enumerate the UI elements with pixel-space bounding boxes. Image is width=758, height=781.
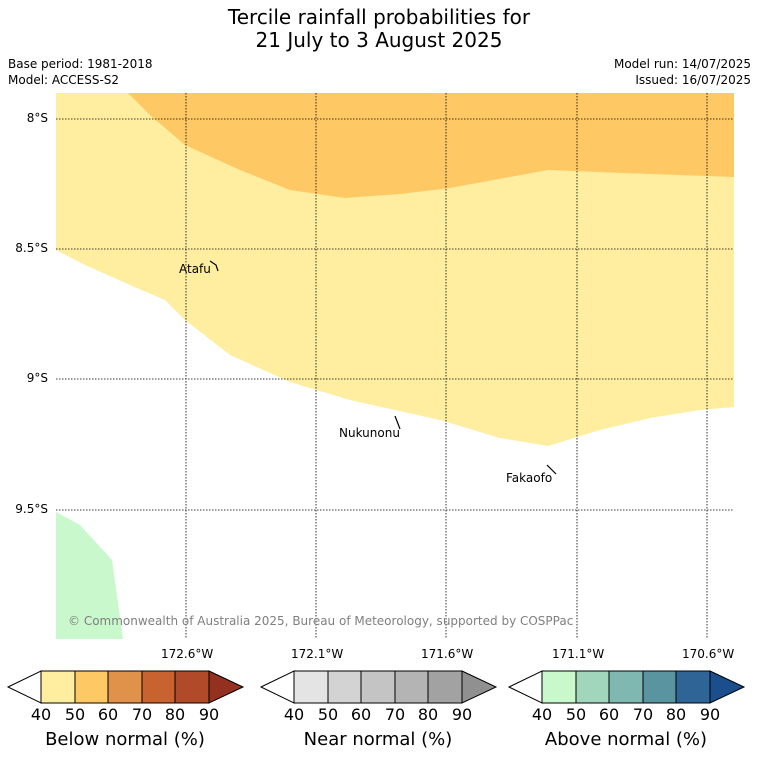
near-tick-70: 70: [384, 705, 406, 724]
colorbar-above-normal: [507, 670, 746, 704]
atafu-coastline: [209, 260, 219, 272]
colorbar-above-over-90: [709, 670, 746, 704]
colorbar-near-80-90: [427, 670, 463, 704]
below-tick-60: 60: [97, 705, 119, 724]
issued-date: Issued: 16/07/2025: [635, 73, 751, 87]
colorbar-below-70-80: [141, 670, 176, 704]
colorbar-above-60-70: [608, 670, 644, 704]
colorbar-above-under-40: [507, 670, 543, 704]
lat-label-8-5s: 8.5°S: [15, 241, 48, 255]
base-period: Base period: 1981-2018: [8, 57, 153, 71]
above-tick-90: 90: [699, 705, 721, 724]
colorbar-title-near: Near normal (%): [303, 729, 453, 750]
below-tick-40: 40: [30, 705, 52, 724]
near-tick-40: 40: [283, 705, 305, 724]
colorbar-above-40-50: [541, 670, 577, 704]
colorbar-below-normal: [6, 670, 245, 704]
lon-label-171-1w: 171.1°W: [552, 647, 605, 661]
map-title-line2: 21 July to 3 August 2025: [255, 28, 503, 52]
copyright-notice: © Commonwealth of Australia 2025, Bureau…: [68, 614, 574, 628]
nukunonu-coastline: [394, 415, 401, 430]
lon-label-172-1w: 172.1°W: [291, 647, 344, 661]
above-tick-50: 50: [565, 705, 587, 724]
colorbar-below-50-60: [74, 670, 109, 704]
colorbar-below-under-40: [6, 670, 42, 704]
above-tick-70: 70: [632, 705, 654, 724]
colorbar-near-60-70: [360, 670, 396, 704]
colorbar-near-normal: [259, 670, 498, 704]
colorbar-below-40-50: [40, 670, 76, 704]
colorbar-near-over-90: [461, 670, 498, 704]
above-normal-40-50-region: [56, 512, 123, 639]
colorbar-below-80-90: [174, 670, 210, 704]
colorbar-below-60-70: [107, 670, 143, 704]
colorbar-title-below: Below normal (%): [45, 729, 205, 750]
colorbar-near-40-50: [293, 670, 329, 704]
colorbar-title-above: Above normal (%): [544, 729, 708, 750]
above-tick-40: 40: [531, 705, 553, 724]
lat-label-9s: 9°S: [26, 371, 48, 385]
near-tick-60: 60: [350, 705, 372, 724]
below-tick-80: 80: [164, 705, 186, 724]
colorbar-near-under-40: [259, 670, 295, 704]
place-label-atafu: Atafu: [179, 262, 211, 276]
colorbar-above-80-90: [675, 670, 711, 704]
lat-label-9-5s: 9.5°S: [15, 502, 48, 516]
below-tick-90: 90: [198, 705, 220, 724]
above-tick-60: 60: [598, 705, 620, 724]
colorbar-above-70-80: [642, 670, 677, 704]
near-tick-90: 90: [451, 705, 473, 724]
model-name: Model: ACCESS-S2: [8, 73, 120, 87]
colorbar-below-over-90: [208, 670, 245, 704]
below-normal-40-50-region: [56, 93, 734, 446]
colorbars: [6, 670, 746, 704]
lon-label-171-6w: 171.6°W: [421, 647, 474, 661]
colorbar-near-70-80: [394, 670, 429, 704]
lat-label-8s: 8°S: [26, 111, 48, 125]
colorbar-above-50-60: [575, 670, 610, 704]
near-tick-50: 50: [317, 705, 339, 724]
fakaofo-coastline: [546, 464, 557, 475]
colorbar-near-50-60: [327, 670, 362, 704]
place-label-nukunonu: Nukunonu: [339, 426, 400, 440]
above-tick-80: 80: [665, 705, 687, 724]
model-run: Model run: 14/07/2025: [613, 57, 751, 71]
place-label-fakaofo: Fakaofo: [506, 471, 553, 485]
lon-label-170-6w: 170.6°W: [682, 647, 735, 661]
near-tick-80: 80: [417, 705, 439, 724]
below-tick-50: 50: [64, 705, 86, 724]
lon-label-172-6w: 172.6°W: [161, 647, 214, 661]
map-title-line1: Tercile rainfall probabilities for: [227, 5, 531, 29]
below-tick-70: 70: [131, 705, 153, 724]
